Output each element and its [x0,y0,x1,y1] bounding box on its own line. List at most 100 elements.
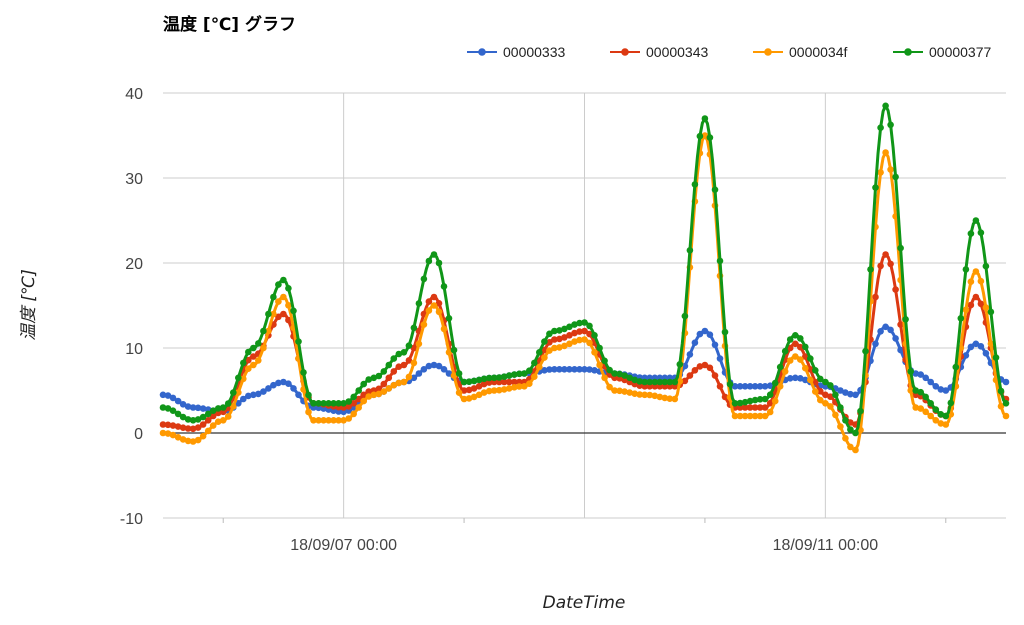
data-point [802,376,809,384]
data-point [932,417,940,424]
data-point [430,302,438,309]
data-point [365,393,373,400]
data-point [581,319,588,326]
data-point [194,416,202,423]
data-point [561,325,568,333]
data-point [827,393,834,401]
data-point [405,373,413,381]
data-point [475,383,483,390]
data-point [882,323,889,331]
data-point [425,362,433,370]
data-point [797,335,804,342]
data-point [802,353,809,360]
data-point [827,403,834,410]
series-0000034f [159,132,1010,454]
data-point [415,340,423,348]
data-point [641,391,648,399]
data-point [350,393,358,401]
data-point [852,446,859,454]
data-point [169,407,177,415]
data-point [194,404,202,412]
data-point [571,366,578,373]
data-point [736,412,744,420]
data-point [435,308,443,316]
data-point [199,413,207,421]
data-point [184,425,192,432]
data-point [586,322,593,330]
data-point [179,424,187,432]
series-layer [159,102,1010,454]
data-point [435,362,443,370]
data-point [736,399,744,407]
data-point [646,378,653,386]
data-point [455,370,463,377]
data-point [551,366,558,373]
data-point [159,421,167,428]
data-point [194,424,202,431]
data-point [159,391,167,399]
data-point [807,366,814,373]
data-point [912,404,919,411]
data-point [766,391,774,399]
data-point [842,435,849,442]
data-point [159,429,167,437]
data-point [776,363,784,371]
data-point [385,385,393,392]
data-point [922,393,929,401]
data-point [375,385,383,393]
data-point [741,383,749,390]
data-point [275,281,282,288]
data-point [450,346,458,354]
data-point [310,417,317,424]
data-point [390,368,398,375]
data-point [802,343,809,351]
data-point [455,389,463,397]
data-point [425,257,433,265]
data-point [872,340,879,348]
data-point [756,412,764,420]
data-point [837,387,844,394]
x-axis-title: DateTime [543,593,626,613]
data-point [676,378,684,385]
data-point [445,315,453,322]
data-point [260,344,267,352]
gridlines [163,92,1006,523]
data-point [285,316,292,324]
data-point [872,184,879,191]
data-point [320,400,327,407]
data-point [837,404,844,411]
legend-item-00000343: 00000343 [610,44,709,60]
data-point [511,378,518,386]
data-point [797,343,804,351]
data-point [892,335,899,342]
data-point [1002,378,1010,386]
data-point [731,383,739,390]
data-point [852,429,859,437]
data-point [300,369,307,376]
x-tick-label: 18/09/11 00:00 [773,537,879,554]
data-point [711,341,719,349]
data-point [842,389,849,396]
data-point [159,404,167,411]
data-point [987,308,995,316]
data-point [922,408,929,416]
data-point [611,387,618,394]
data-point [254,357,262,364]
data-point [957,315,965,322]
data-point [270,381,277,389]
data-point [470,385,478,392]
data-point [224,413,232,420]
data-point [882,149,889,156]
data-point [927,412,934,420]
data-point [350,410,358,418]
data-point [576,328,583,335]
data-point [606,383,613,391]
data-point [927,400,934,407]
data-point [245,348,252,356]
data-point [295,391,302,399]
data-point [245,365,252,373]
data-point [626,389,633,396]
data-point [410,344,418,352]
data-point [696,132,704,140]
data-point [511,371,518,378]
